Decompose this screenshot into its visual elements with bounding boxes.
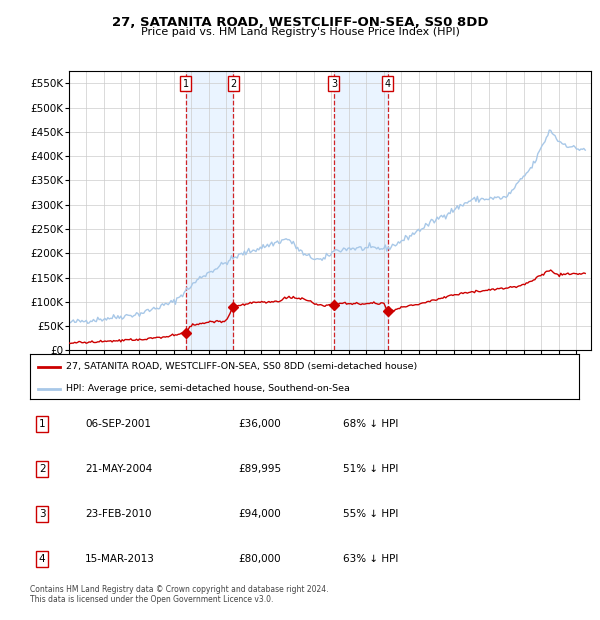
Text: £80,000: £80,000: [239, 554, 281, 564]
Text: 2: 2: [39, 464, 46, 474]
Text: Price paid vs. HM Land Registry's House Price Index (HPI): Price paid vs. HM Land Registry's House …: [140, 27, 460, 37]
Bar: [334, 71, 388, 350]
Text: 55% ↓ HPI: 55% ↓ HPI: [343, 509, 398, 519]
Text: 27, SATANITA ROAD, WESTCLIFF-ON-SEA, SS0 8DD: 27, SATANITA ROAD, WESTCLIFF-ON-SEA, SS0…: [112, 16, 488, 29]
Text: 21-MAY-2004: 21-MAY-2004: [85, 464, 152, 474]
Text: 3: 3: [39, 509, 46, 519]
Text: 23-FEB-2010: 23-FEB-2010: [85, 509, 151, 519]
Text: 3: 3: [331, 79, 337, 89]
Text: 4: 4: [39, 554, 46, 564]
Text: £94,000: £94,000: [239, 509, 281, 519]
Text: 1: 1: [183, 79, 189, 89]
Text: 2: 2: [230, 79, 236, 89]
Text: 06-SEP-2001: 06-SEP-2001: [85, 419, 151, 429]
Text: HPI: Average price, semi-detached house, Southend-on-Sea: HPI: Average price, semi-detached house,…: [65, 384, 350, 393]
Text: 27, SATANITA ROAD, WESTCLIFF-ON-SEA, SS0 8DD (semi-detached house): 27, SATANITA ROAD, WESTCLIFF-ON-SEA, SS0…: [65, 362, 417, 371]
Text: £89,995: £89,995: [239, 464, 282, 474]
Text: 1: 1: [39, 419, 46, 429]
Text: 51% ↓ HPI: 51% ↓ HPI: [343, 464, 398, 474]
Text: 15-MAR-2013: 15-MAR-2013: [85, 554, 155, 564]
Text: 63% ↓ HPI: 63% ↓ HPI: [343, 554, 398, 564]
Text: £36,000: £36,000: [239, 419, 281, 429]
Text: 68% ↓ HPI: 68% ↓ HPI: [343, 419, 398, 429]
Text: Contains HM Land Registry data © Crown copyright and database right 2024.
This d: Contains HM Land Registry data © Crown c…: [30, 585, 329, 604]
Text: 4: 4: [385, 79, 391, 89]
Bar: [186, 71, 233, 350]
